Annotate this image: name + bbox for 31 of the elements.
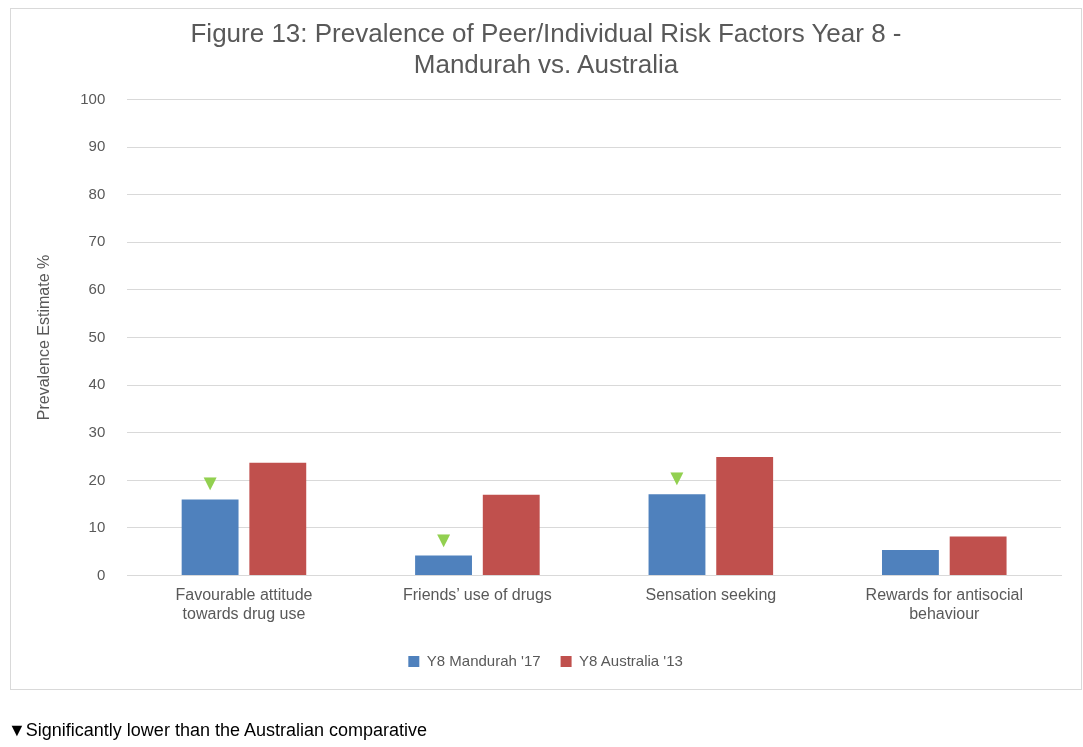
- y-tick-label: 90: [88, 137, 106, 155]
- legend-label: Y8 Mandurah '17: [426, 651, 541, 669]
- data-label: ▼: [432, 526, 455, 552]
- data-label: ▼: [666, 465, 688, 491]
- bar: [249, 462, 307, 576]
- y-tick-label: 60: [88, 280, 106, 298]
- bar: [882, 549, 939, 576]
- chart-title: Figure 13: Prevalence of Peer/Individual Risk Factors Year 8 - Mandurah vs. Australia: [190, 17, 902, 79]
- y-tick-label: 40: [88, 375, 106, 393]
- y-tick-label: 70: [88, 232, 106, 250]
- y-tick-label: 10: [88, 518, 106, 536]
- y-tick-label: 20: [88, 470, 106, 488]
- y-tick-label: 30: [88, 422, 106, 440]
- y-tick-label: 50: [88, 327, 106, 345]
- x-tick-label: Favourable attitude towards drug use: [175, 585, 313, 622]
- bar: [716, 457, 774, 576]
- x-tick-label: Friends’ use of drugs: [402, 585, 552, 603]
- x-tick-label: Sensation seeking: [645, 585, 777, 603]
- legend-label: Y8 Australia '13: [579, 651, 683, 669]
- bar: [648, 494, 706, 576]
- y-tick-label: 100: [80, 89, 106, 107]
- bar: [482, 494, 540, 576]
- y-axis-title: Prevalence Estimate %: [35, 254, 53, 421]
- y-tick-label: 0: [96, 565, 106, 583]
- bar: [181, 499, 239, 576]
- y-tick-label: 80: [88, 184, 106, 202]
- bar: [949, 536, 1007, 576]
- text: ▼Significantly lower than the Australian comparative: [8, 720, 429, 741]
- x-tick-label: Rewards for antisocial behaviour: [865, 585, 1023, 622]
- bar: [415, 555, 472, 576]
- data-label: ▼: [199, 470, 221, 496]
